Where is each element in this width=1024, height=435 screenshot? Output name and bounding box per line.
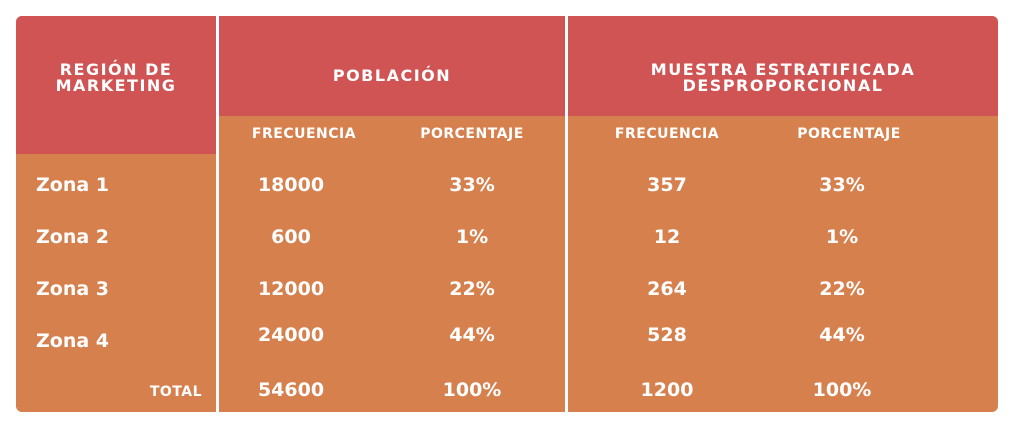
subheader-mue-pct: PORCENTAJE bbox=[797, 126, 901, 142]
zone-label: Zona 2 bbox=[36, 226, 110, 248]
mue-freq-value: 357 bbox=[647, 174, 687, 196]
pob-pct-value: 22% bbox=[449, 278, 495, 300]
mue-pct-value: 1% bbox=[825, 226, 859, 248]
zone-label: Zona 4 bbox=[36, 330, 110, 352]
pob-freq-value: 18000 bbox=[257, 174, 325, 196]
header-region-line1: REGIÓN DE bbox=[59, 60, 173, 79]
pob-freq-value: 600 bbox=[271, 226, 311, 248]
total-pob-pct: 100% bbox=[442, 379, 502, 401]
header-band-muestra bbox=[568, 16, 998, 116]
header-region-line2: MARKETING bbox=[55, 76, 177, 95]
total-mue-pct: 100% bbox=[812, 379, 872, 401]
mue-freq-value: 12 bbox=[653, 226, 681, 248]
header-band-region bbox=[16, 16, 216, 154]
subheader-mue-freq: FRECUENCIA bbox=[614, 126, 720, 142]
header-muestra: MUESTRA ESTRATIFICADA DESPROPORCIONAL bbox=[568, 62, 998, 94]
mue-pct-value: 33% bbox=[819, 174, 865, 196]
column-divider bbox=[216, 16, 219, 412]
header-poblacion: POBLACIÓN bbox=[332, 66, 452, 85]
mue-pct-value: 22% bbox=[819, 278, 865, 300]
total-pob-freq: 54600 bbox=[257, 379, 325, 401]
mue-freq-value: 264 bbox=[647, 278, 687, 300]
total-mue-freq: 1200 bbox=[640, 379, 694, 401]
pob-pct-value: 1% bbox=[455, 226, 489, 248]
total-label: TOTAL bbox=[149, 384, 202, 400]
header-band-poblacion bbox=[216, 16, 568, 116]
pob-pct-value: 33% bbox=[449, 174, 495, 196]
zone-label: Zona 1 bbox=[36, 174, 110, 196]
mue-freq-value: 528 bbox=[647, 324, 687, 346]
pob-freq-value: 12000 bbox=[257, 278, 325, 300]
data-table: REGIÓN DE MARKETING POBLACIÓN MUESTRA ES… bbox=[16, 16, 998, 412]
mue-pct-value: 44% bbox=[819, 324, 865, 346]
header-region: REGIÓN DE MARKETING bbox=[16, 62, 216, 94]
pob-freq-value: 24000 bbox=[257, 324, 325, 346]
header-muestra-line1: MUESTRA ESTRATIFICADA bbox=[650, 60, 916, 79]
pob-pct-value: 44% bbox=[449, 324, 495, 346]
zone-label: Zona 3 bbox=[36, 278, 110, 300]
header-muestra-line2: DESPROPORCIONAL bbox=[682, 76, 884, 95]
column-divider bbox=[565, 16, 568, 412]
subheader-pob-pct: PORCENTAJE bbox=[420, 126, 524, 142]
subheader-pob-freq: FRECUENCIA bbox=[251, 126, 357, 142]
